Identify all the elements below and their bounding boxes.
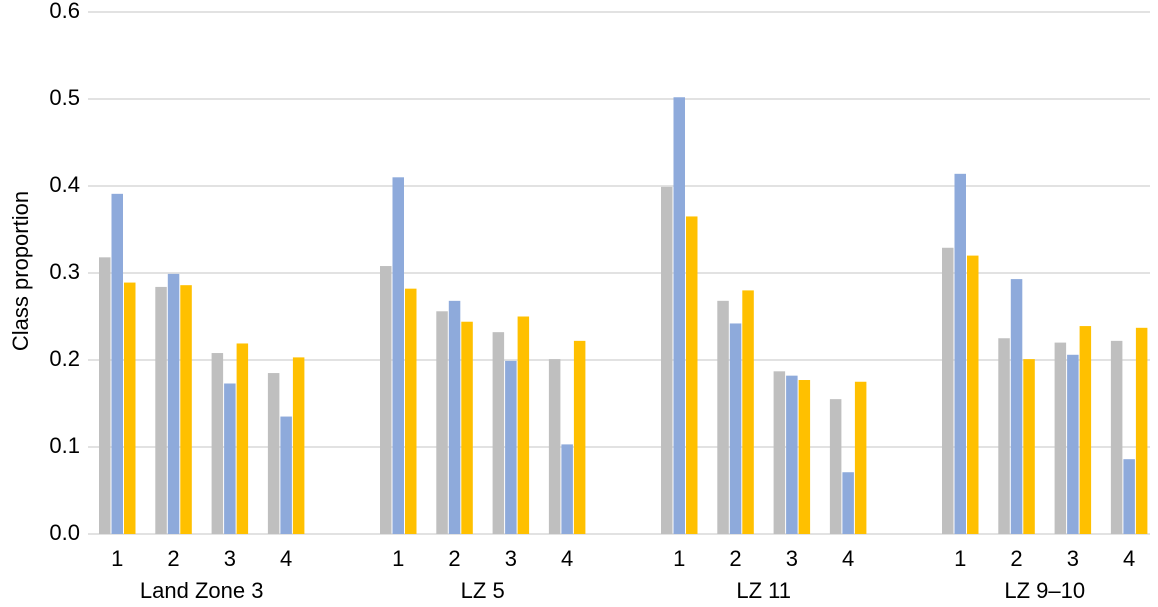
bar: [1123, 459, 1135, 534]
x-tick-label: 2: [448, 546, 460, 571]
x-tick-label: 3: [505, 546, 517, 571]
bar: [1023, 359, 1035, 534]
bar: [967, 255, 979, 534]
bar: [111, 193, 123, 534]
group-label: Land Zone 3: [140, 578, 264, 603]
bar: [180, 285, 192, 534]
x-tick-label: 4: [1123, 546, 1135, 571]
x-tick-label: 4: [842, 546, 854, 571]
bar: [854, 381, 867, 534]
bar: [717, 300, 729, 534]
bar: [942, 247, 954, 534]
bar: [448, 300, 461, 534]
bar: [517, 316, 530, 534]
bar: [686, 216, 698, 534]
bar: [1110, 340, 1123, 534]
x-tick-label: 1: [111, 546, 123, 571]
x-tick-label: 1: [954, 546, 966, 571]
x-tick-label: 2: [729, 546, 741, 571]
y-tick-label: 0.6: [49, 0, 80, 23]
x-tick-label: 2: [167, 546, 179, 571]
y-tick-label: 0.1: [49, 433, 80, 458]
y-tick-label: 0.2: [49, 346, 80, 371]
bar: [155, 286, 167, 534]
bar: [267, 373, 280, 534]
bar: [461, 321, 473, 534]
bar: [573, 340, 586, 534]
gridlines: [88, 11, 1150, 535]
x-tick-label: 2: [1010, 546, 1022, 571]
bar: [773, 371, 786, 534]
bar: [392, 177, 404, 535]
bar: [742, 290, 754, 534]
bar: [492, 332, 505, 534]
y-tick-labels: 0.0 0.1 0.2 0.3 0.4 0.5 0.6: [49, 0, 80, 545]
bars: [99, 97, 1148, 535]
bar: [124, 282, 136, 534]
bar: [1067, 354, 1079, 534]
bar: [1079, 326, 1092, 534]
bar: [211, 353, 224, 534]
bar: [1054, 342, 1067, 534]
bar: [280, 416, 292, 534]
group-labels: Land Zone 3 LZ 5 LZ 11 LZ 9–10: [140, 578, 1085, 603]
x-tick-label: 3: [224, 546, 236, 571]
bar: [99, 257, 111, 534]
bar: [167, 273, 180, 534]
bar: [1135, 327, 1148, 534]
group-label: LZ 11: [736, 578, 791, 603]
bar: [505, 360, 517, 534]
bar: [561, 444, 573, 534]
bar: [798, 380, 811, 534]
bar: [673, 97, 685, 534]
bar: [998, 338, 1010, 534]
bar: [842, 472, 854, 534]
y-tick-label: 0.0: [49, 520, 80, 545]
group-label: LZ 9–10: [1004, 578, 1085, 603]
x-tick-labels: 1 2 3 4 1 2 3 4 1 2 3 4 1 2 3 4: [111, 546, 1135, 571]
x-tick-label: 4: [561, 546, 573, 571]
bar: [954, 173, 966, 534]
y-tick-label: 0.5: [49, 85, 80, 110]
y-tick-label: 0.4: [49, 172, 80, 197]
bar: [729, 323, 742, 534]
bar: [224, 383, 236, 534]
group-label: LZ 5: [461, 578, 505, 603]
bar: [1010, 279, 1023, 534]
bar: [236, 343, 249, 534]
y-tick-label: 0.3: [49, 259, 80, 284]
bar: [786, 375, 798, 534]
x-tick-label: 3: [1067, 546, 1079, 571]
bar: [661, 186, 673, 534]
bar: [405, 288, 417, 534]
y-axis-title: Class proportion: [8, 191, 33, 351]
x-tick-label: 4: [280, 546, 292, 571]
x-tick-label: 3: [786, 546, 798, 571]
x-tick-label: 1: [392, 546, 404, 571]
bar: [548, 359, 561, 534]
bar: [829, 399, 842, 534]
bar: [292, 357, 305, 534]
bar: [436, 311, 448, 534]
bar: [380, 266, 392, 534]
x-tick-label: 1: [673, 546, 685, 571]
